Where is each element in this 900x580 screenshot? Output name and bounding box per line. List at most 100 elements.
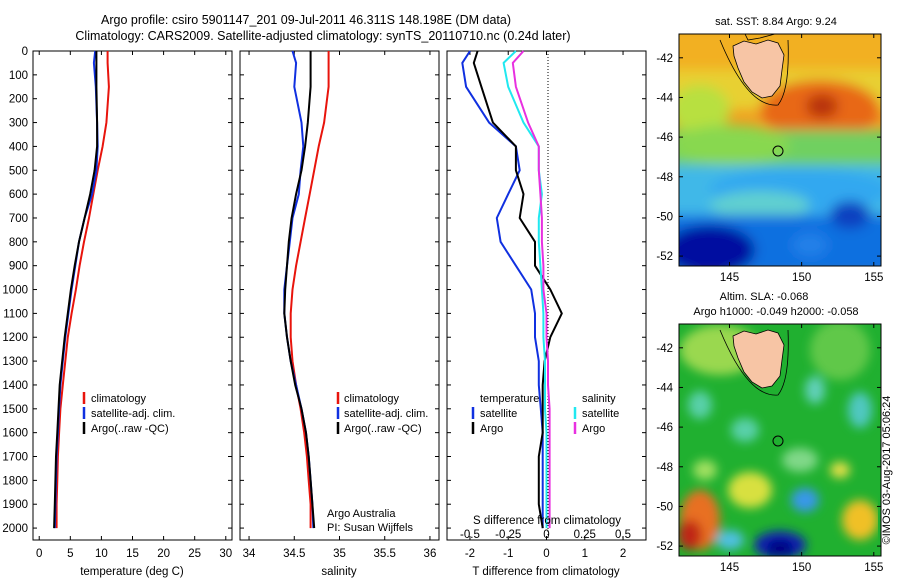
depth-tick-label: 1100 <box>3 308 28 320</box>
map-lat-label: -50 <box>656 211 673 223</box>
depth-tick-label: 400 <box>9 141 28 153</box>
map-lat-label: -44 <box>656 382 673 394</box>
figure-title-line2: Climatology: CARS2009. Satellite-adjuste… <box>75 29 570 43</box>
depth-tick-label: 300 <box>9 118 28 130</box>
depth-tick-label: 1200 <box>2 332 28 344</box>
x-tick-label: 10 <box>95 548 108 560</box>
t-difference-axis-label: T difference from climatology <box>472 566 619 578</box>
legend-label-satellite: satellite-adj. clim. <box>91 408 175 420</box>
profile-line <box>283 51 316 529</box>
legend-title-temperature: temperature <box>480 393 539 405</box>
salinity-panel-frame <box>239 50 440 541</box>
profile-line <box>502 50 548 529</box>
map-lon-label: 155 <box>864 272 883 284</box>
x-tick-label: 20 <box>157 548 170 560</box>
x-tick-label: 1 <box>582 548 588 560</box>
depth-tick-label: 1500 <box>2 404 28 416</box>
profile-line <box>53 51 99 529</box>
sla-map-frame <box>678 323 882 557</box>
sla-map-title1: Altim. SLA: -0.068 <box>720 291 809 303</box>
s-tick-label: 0.25 <box>574 529 596 541</box>
map-lon-label: 150 <box>792 272 811 284</box>
sst-heatmap <box>679 34 881 266</box>
depth-tick-label: 1400 <box>2 380 28 392</box>
map-lat-label: -52 <box>656 251 673 263</box>
depth-tick-label: 900 <box>9 261 28 273</box>
sst-map-title: sat. SST: 8.84 Argo: 9.24 <box>715 16 837 28</box>
imos-credit: ©IMOS 03-Aug-2017 05:06:24 <box>881 396 893 545</box>
x-tick-label: 30 <box>219 548 232 560</box>
difference-legend: temperature salinity satellite Argo sate… <box>471 393 619 435</box>
depth-tick-label: 200 <box>9 94 28 106</box>
legend-label-satellite: satellite-adj. clim. <box>344 408 428 420</box>
depth-tick-label: 1800 <box>2 475 28 487</box>
temperature-legend: climatology satellite-adj. clim. Argo(..… <box>82 392 175 435</box>
legend-label-t-argo: Argo <box>480 423 503 435</box>
legend-label-climatology: climatology <box>91 393 147 405</box>
x-tick-label: 5 <box>67 548 73 560</box>
map-lat-label: -46 <box>656 422 673 434</box>
s-tick-label: 0 <box>543 529 549 541</box>
depth-tick-label: 800 <box>9 237 28 249</box>
map-lat-label: -44 <box>656 92 673 104</box>
profile-line <box>472 50 563 529</box>
x-tick-label: 25 <box>188 548 201 560</box>
map-lat-label: -48 <box>656 462 673 474</box>
map-lat-label: -42 <box>656 53 673 65</box>
s-tick-label: -0.5 <box>460 529 480 541</box>
x-tick-label: 2 <box>620 548 626 560</box>
depth-tick-label: 2000 <box>2 523 28 535</box>
sst-map-frame <box>678 33 882 267</box>
depth-tick-label: 500 <box>9 165 28 177</box>
s-tick-label: -0.25 <box>495 529 521 541</box>
depth-tick-label: 1000 <box>2 285 28 297</box>
temperature-axis-label: temperature (deg C) <box>80 566 184 578</box>
sla-map-title2: Argo h1000: -0.049 h2000: -0.058 <box>693 306 858 318</box>
map-lat-label: -42 <box>656 343 673 355</box>
x-tick-label: -2 <box>465 548 475 560</box>
figure-title-line1: Argo profile: csiro 5901147_201 09-Jul-2… <box>101 13 511 27</box>
map-lat-label: -52 <box>656 541 673 553</box>
s-difference-axis-label: S difference from climatology <box>473 515 621 527</box>
x-tick-label: 35.5 <box>374 548 396 560</box>
sst-map-axes: -42 -44 -46 -48 -50 -52 145 150 155 <box>656 34 883 284</box>
x-tick-label: 15 <box>126 548 139 560</box>
pi-note: PI: Susan Wijffels <box>327 522 413 534</box>
depth-tick-label: 1700 <box>2 452 28 464</box>
x-tick-label: 0 <box>543 548 549 560</box>
argo-australia-note: Argo Australia <box>327 508 396 520</box>
depth-tick-label: 100 <box>9 70 28 82</box>
map-lat-label: -48 <box>656 172 673 184</box>
x-tick-label: 34.5 <box>283 548 305 560</box>
salinity-legend: climatology satellite-adj. clim. Argo(..… <box>327 392 428 534</box>
map-lon-label: 145 <box>720 272 739 284</box>
s-tick-label: 0.5 <box>615 529 631 541</box>
map-lat-label: -50 <box>656 501 673 513</box>
depth-tick-label: 700 <box>9 213 28 225</box>
legend-label-argo: Argo(..raw -QC) <box>344 423 422 435</box>
salinity-axis-label: salinity <box>321 566 356 578</box>
depth-tick-label: 600 <box>9 189 28 201</box>
legend-label-argo: Argo(..raw -QC) <box>91 423 169 435</box>
temperature-panel-frame <box>32 50 233 541</box>
x-tick-label: 34 <box>243 548 256 560</box>
depth-tick-label: 1600 <box>2 428 28 440</box>
map-lon-label: 145 <box>720 562 739 574</box>
profile-line <box>55 51 110 529</box>
profile-line <box>461 50 544 529</box>
profile-line <box>289 51 330 529</box>
profile-line <box>511 50 551 529</box>
map-lon-label: 150 <box>792 562 811 574</box>
x-tick-label: 36 <box>424 548 437 560</box>
legend-label-s-argo: Argo <box>582 423 605 435</box>
panel-x-axes: 0 5 10 15 20 25 30 34 34.5 35 35.5 36 -2 -1 0 1 2 -0.5 -0.… <box>36 51 631 560</box>
map-lat-label: -46 <box>656 132 673 144</box>
x-tick-label: -1 <box>503 548 513 560</box>
profile-lines <box>53 50 563 529</box>
legend-label-s-satellite: satellite <box>582 408 619 420</box>
x-tick-label: 0 <box>36 548 42 560</box>
legend-label-climatology: climatology <box>344 393 400 405</box>
depth-tick-label: 0 <box>22 46 28 58</box>
depth-axis: 0 100 200 300 400 500 600 700 800 900 1000 1100 1200… <box>2 46 646 535</box>
